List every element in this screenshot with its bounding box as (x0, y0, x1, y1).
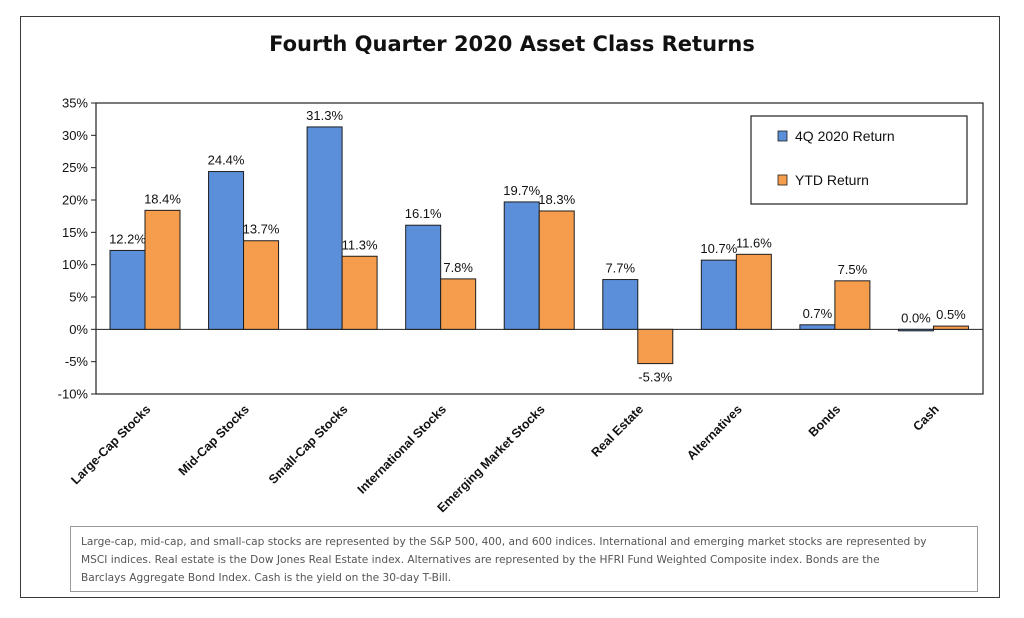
bar-ytd-return (834, 280, 871, 330)
data-label: 13.7% (243, 222, 280, 237)
footnote-box: Large-cap, mid-cap, and small-cap stocks… (70, 526, 978, 592)
plot-area (95, 102, 984, 395)
category-label: Large-Cap Stocks (68, 402, 153, 487)
legend-swatch (777, 174, 788, 186)
bar-ytd-return (144, 209, 181, 330)
bar-q4-return (799, 324, 836, 330)
footnote-line-3: Barclays Aggregate Bond Index. Cash is t… (81, 572, 452, 584)
bar-ytd-return (932, 325, 969, 330)
data-label: 19.7% (503, 183, 540, 198)
chart-title: Fourth Quarter 2020 Asset Class Returns (269, 32, 755, 56)
data-label: 7.8% (443, 260, 473, 275)
bar-ytd-return (735, 253, 772, 330)
y-tick-label: 0% (69, 322, 88, 337)
data-label: 7.5% (838, 262, 868, 277)
data-label: 10.7% (700, 241, 737, 256)
legend-label: 4Q 2020 Return (795, 128, 895, 144)
y-tick-label: 15% (62, 225, 88, 240)
data-label: -5.3% (638, 370, 672, 385)
bar-q4-return (897, 328, 934, 332)
data-label: 0.7% (803, 306, 833, 321)
data-label: 16.1% (405, 206, 442, 221)
category-label: Real Estate (589, 402, 647, 460)
data-label: 18.4% (144, 191, 181, 206)
y-tick-label: 10% (62, 257, 88, 272)
bar-q4-return (405, 224, 442, 330)
y-tick-label: 25% (62, 160, 88, 175)
bar-q4-return (306, 126, 343, 330)
bar-ytd-return (243, 240, 280, 330)
category-label: Small-Cap Stocks (266, 402, 351, 487)
data-label: 18.3% (538, 192, 575, 207)
data-label: 7.7% (605, 261, 635, 276)
bar-ytd-return (538, 210, 575, 330)
footnote-line-1: Large-cap, mid-cap, and small-cap stocks… (81, 536, 927, 548)
category-label: Cash (910, 402, 942, 434)
category-label: Bonds (806, 402, 843, 439)
data-label: 31.3% (306, 108, 343, 123)
data-label: 0.5% (936, 307, 966, 322)
bar-q4-return (208, 171, 245, 330)
category-label: Emerging Market Stocks (435, 402, 548, 515)
bar-ytd-return (341, 255, 378, 330)
data-label: 11.3% (342, 237, 378, 252)
y-tick-label: -10% (58, 387, 89, 402)
category-label: International Stocks (355, 402, 449, 496)
footnote-line-2: MSCI indices. Real estate is the Dow Jon… (81, 554, 880, 566)
bar-q4-return (700, 259, 737, 330)
y-tick-label: 35% (62, 96, 88, 111)
bar-q4-return (602, 279, 639, 330)
category-label: Mid-Cap Stocks (176, 402, 252, 478)
y-tick-label: 5% (69, 290, 88, 305)
data-label: 24.4% (208, 153, 245, 168)
data-label: 0.0% (901, 310, 931, 325)
data-label: 11.6% (736, 235, 772, 250)
category-label: Alternatives (684, 402, 745, 463)
bar-ytd-return (637, 328, 674, 365)
legend-label: YTD Return (795, 172, 869, 188)
y-tick-label: 30% (62, 128, 88, 143)
data-label: 12.2% (109, 231, 146, 246)
bar-q4-return (109, 249, 146, 330)
legend-swatch (777, 130, 788, 142)
y-tick-label: -5% (65, 354, 89, 369)
y-tick-label: 20% (62, 193, 88, 208)
bar-ytd-return (440, 278, 477, 330)
bar-q4-return (503, 201, 540, 330)
